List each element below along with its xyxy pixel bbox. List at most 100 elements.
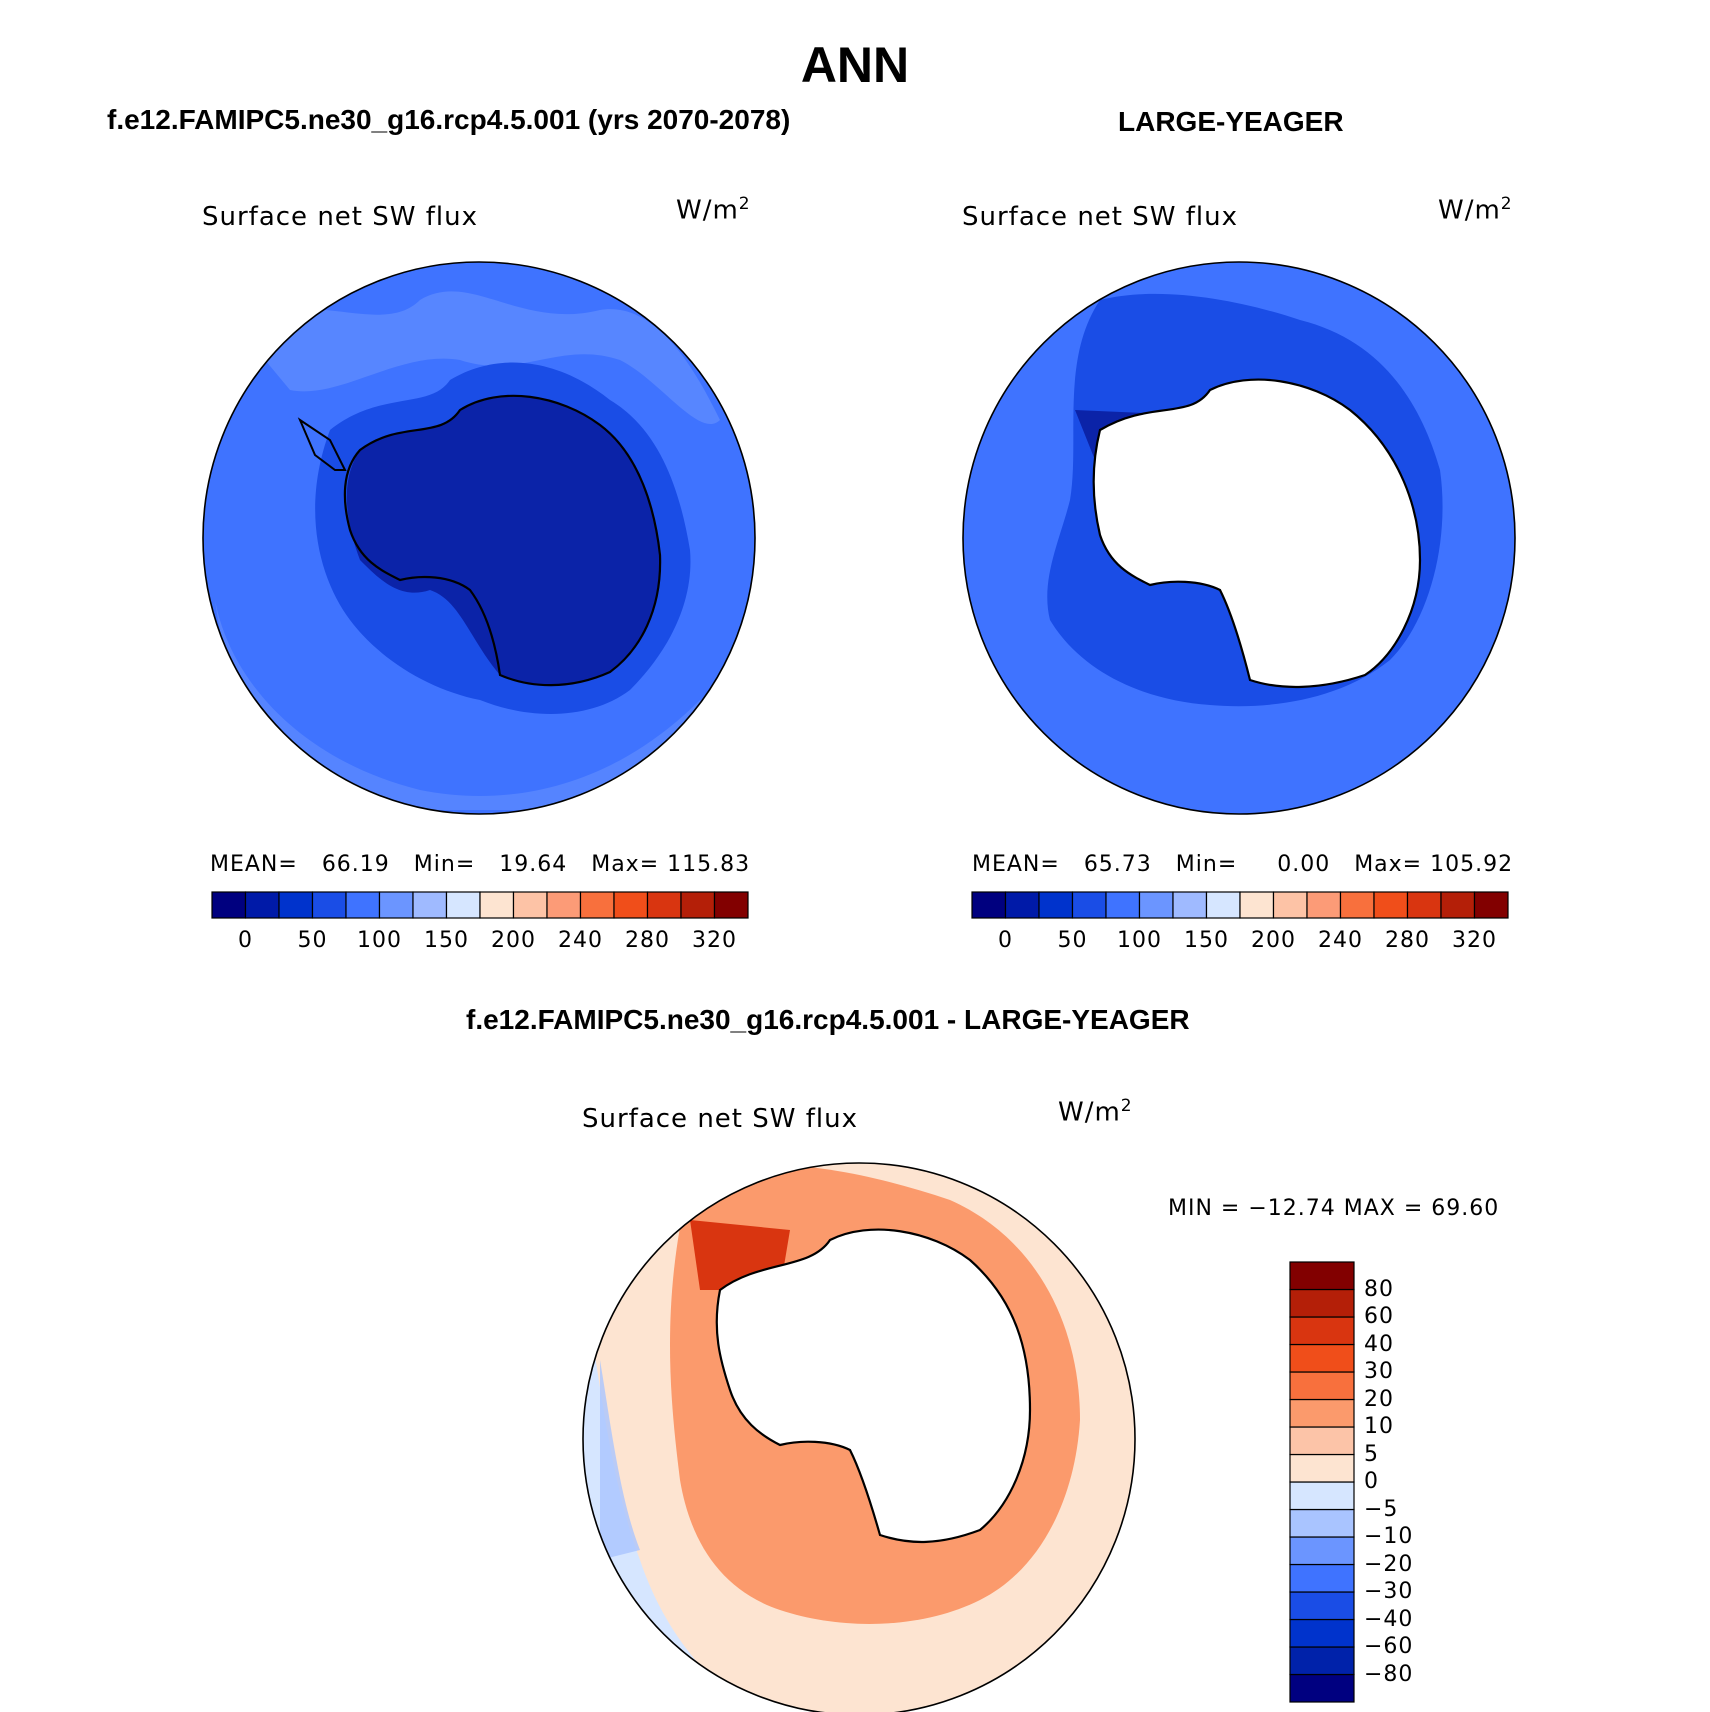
diff-colorbar-swatch <box>1289 1261 1355 1291</box>
diff-colorbar-swatch <box>1289 1536 1355 1566</box>
diff-colorbar-swatch <box>1289 1646 1355 1676</box>
diff-colorbar-swatch <box>1289 1481 1355 1511</box>
panel1-colorbar-swatch <box>278 891 314 919</box>
panel2-colorbar-swatch <box>1038 891 1074 919</box>
diff-colorbar-swatch <box>1289 1453 1355 1483</box>
panel2-colorbar-swatch <box>1004 891 1040 919</box>
diff-colorbar-tick: 0 <box>1364 1469 1379 1494</box>
panel1-colorbar-swatch <box>211 891 247 919</box>
panel1-colorbar-swatch <box>479 891 515 919</box>
panel2-colorbar-swatch <box>1071 891 1107 919</box>
panel2-colorbar-swatch <box>1373 891 1409 919</box>
diff-colorbar-tick: −5 <box>1364 1496 1399 1522</box>
diff-colorbar-swatch <box>1289 1426 1355 1456</box>
diff-colorbar-tick: 30 <box>1364 1359 1394 1384</box>
diff-variable-label: Surface net SW flux <box>582 1104 858 1134</box>
panel1-colorbar-swatch <box>345 891 381 919</box>
panel2-map <box>963 262 1515 814</box>
panel2-colorbar-swatch <box>1205 891 1241 919</box>
panel2-colorbar-tick: 280 <box>1385 928 1430 953</box>
main-title: ANN <box>800 37 910 93</box>
panel2-stats: MEAN= 65.73 Min= 0.00 Max= 105.92 <box>972 852 1514 877</box>
panel1-colorbar-tick: 50 <box>297 928 328 953</box>
panel1-stats: MEAN= 66.19 Min= 19.64 Max= 115.83 <box>210 852 751 877</box>
panel1-frame <box>202 261 756 815</box>
diff-coastline <box>715 1228 1032 1544</box>
panel2-colorbar-swatch <box>1473 891 1509 919</box>
panel2-colorbar-swatch <box>971 891 1007 919</box>
panel1-peninsula <box>297 417 347 471</box>
panel1-colorbar-swatch <box>713 891 749 919</box>
panel2-units: W/m2 <box>1438 194 1513 226</box>
panel1-colorbar-tick: 200 <box>491 928 536 953</box>
diff-colorbar-tick: −20 <box>1364 1551 1414 1577</box>
diff-colorbar-swatch <box>1289 1288 1355 1318</box>
panel1-subtitle: f.e12.FAMIPC5.ne30_g16.rcp4.5.001 (yrs 2… <box>107 104 791 135</box>
panel2-colorbar-swatch <box>1172 891 1208 919</box>
diff-colorbar-tick: −80 <box>1364 1661 1414 1687</box>
diff-colorbar-swatch <box>1289 1591 1355 1621</box>
panel1-colorbar-swatch <box>244 891 280 919</box>
panel1-coastline <box>343 394 662 687</box>
panel2-colorbar-tick: 240 <box>1318 928 1363 953</box>
diff-colorbar-tick: 5 <box>1364 1441 1379 1467</box>
panel2-colorbar-tick: 0 <box>998 928 1013 953</box>
panel2-colorbar-swatch <box>1105 891 1141 919</box>
panel1-colorbar-swatch <box>512 891 548 919</box>
diff-units: W/m2 <box>1058 1096 1133 1128</box>
panel1-light-band <box>240 291 720 425</box>
diff-colorbar-tick: 20 <box>1364 1386 1394 1412</box>
panel2-colorbar-swatch <box>1306 891 1342 919</box>
panel1-colorbar-swatch <box>445 891 481 919</box>
panel2-colorbar-swatch <box>1406 891 1442 919</box>
panel1-units: W/m2 <box>676 194 751 226</box>
panel2-antarctica-fill <box>1093 379 1420 687</box>
panel2-colorbar-swatch <box>1138 891 1174 919</box>
diff-frame <box>582 1162 1136 1712</box>
panel2-colorbar-tick: 100 <box>1117 928 1162 953</box>
panel2-colorbar-tick: 200 <box>1251 928 1296 953</box>
diff-stats: MIN = −12.74 MAX = 69.60 <box>1168 1196 1500 1221</box>
diff-subtitle: f.e12.FAMIPC5.ne30_g16.rcp4.5.001 - LARG… <box>466 1004 1190 1035</box>
diff-colorbar-swatch <box>1289 1398 1355 1428</box>
panel2-colorbar-swatch <box>1272 891 1308 919</box>
panel1-colorbar-swatch <box>680 891 716 919</box>
panel1-colorbar-swatch <box>311 891 347 919</box>
panel1-colorbar-swatch <box>579 891 615 919</box>
diff-blue-deep <box>600 1360 640 1560</box>
diff-colorbar-swatch <box>1289 1371 1355 1401</box>
diff-colorbar-tick: 60 <box>1364 1304 1394 1329</box>
panel1-antarctica-fill <box>346 395 661 686</box>
panel2-colorbar-swatch <box>1440 891 1476 919</box>
panel1-variable-label: Surface net SW flux <box>202 202 478 232</box>
panel1-colorbar-tick: 280 <box>625 928 670 953</box>
diff-colorbar-swatch <box>1289 1563 1355 1593</box>
panel2-colorbar-tick: 50 <box>1057 928 1088 953</box>
panel2-colorbar-tick: 320 <box>1452 928 1497 953</box>
diff-colorbar-swatch <box>1289 1618 1355 1648</box>
panel2-coastline <box>1092 378 1422 689</box>
panel1-colorbar-tick: 0 <box>238 928 253 953</box>
panel1-colorbar-swatch <box>412 891 448 919</box>
panel1-colorbar-swatch <box>546 891 582 919</box>
panel2-subtitle: LARGE-YEAGER <box>1118 106 1344 137</box>
diff-colorbar-swatch <box>1289 1673 1355 1703</box>
diff-colorbar-tick: −40 <box>1364 1606 1414 1632</box>
panel2-colorbar-tick: 150 <box>1184 928 1229 953</box>
panel1-colorbar-tick: 100 <box>357 928 402 953</box>
panel2-colorbar-swatch <box>1339 891 1375 919</box>
diff-colorbar-tick: 10 <box>1364 1414 1394 1439</box>
diff-colorbar-tick: 40 <box>1364 1331 1394 1357</box>
panel2-frame <box>962 261 1516 815</box>
panel1-colorbar-swatch <box>613 891 649 919</box>
diff-colorbar-swatch <box>1289 1508 1355 1538</box>
panel2-variable-label: Surface net SW flux <box>962 202 1238 232</box>
panel2-colorbar-swatch <box>1239 891 1275 919</box>
panel1-colorbar-swatch <box>646 891 682 919</box>
panel1-colorbar-swatch <box>378 891 414 919</box>
diff-colorbar-tick: −10 <box>1364 1524 1414 1549</box>
diff-colorbar-swatch <box>1289 1343 1355 1373</box>
diff-colorbar-swatch <box>1289 1316 1355 1346</box>
